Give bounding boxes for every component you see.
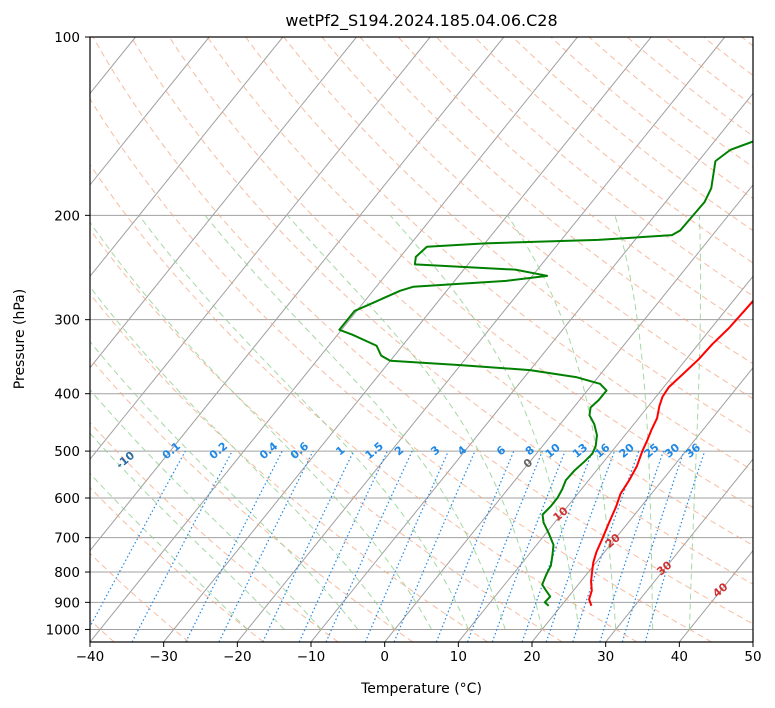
dry-adiabat-line	[90, 293, 488, 642]
mixing-ratio-line	[644, 450, 706, 642]
isotherm-line	[457, 275, 753, 642]
dry-adiabat-line	[92, 37, 753, 625]
dry-adiabat-line	[90, 421, 339, 642]
dry-adiabat-line	[90, 97, 712, 642]
moist-adiabat-line	[506, 215, 617, 630]
isotherm-line	[531, 366, 753, 642]
x-tick-label: −20	[223, 649, 252, 665]
moist-adiabat-line	[614, 215, 654, 630]
isotherm-line	[163, 37, 652, 642]
plot-frame	[89, 36, 754, 643]
mixing-ratio-line	[298, 450, 388, 642]
mixing-ratio-line	[621, 450, 685, 642]
mixing-ratio-line	[364, 450, 449, 642]
x-tick-label: −40	[76, 649, 105, 665]
isotherm-line	[752, 641, 753, 642]
isotherm-line	[90, 37, 505, 552]
y-tick-label: 900	[54, 595, 80, 611]
isotherm-line	[90, 37, 578, 642]
plot-background	[90, 37, 753, 642]
mixing-ratio-line	[325, 450, 413, 642]
x-tick-label: 10	[450, 649, 467, 665]
y-tick-label: 400	[54, 387, 80, 403]
y-tick-label: 500	[54, 444, 80, 460]
isotherm-line	[0, 37, 62, 642]
moist-adiabat-line	[204, 215, 506, 630]
moist-adiabat-line	[688, 215, 702, 630]
x-tick-label: 40	[671, 649, 688, 665]
moist-adiabat-line	[389, 215, 580, 630]
y-tick-label: 100	[54, 30, 80, 46]
mixing-ratio-line	[599, 450, 665, 642]
isotherm-line	[90, 37, 431, 460]
y-axis-label: Pressure (hPa)	[12, 289, 28, 389]
mixing-ratio-line	[262, 450, 355, 642]
isotherm-line	[90, 37, 210, 186]
x-tick-label: 50	[744, 649, 761, 665]
y-tick-label: 700	[54, 531, 80, 547]
mixing-ratio-line	[90, 450, 186, 628]
mixing-ratio-line	[521, 450, 593, 642]
moist-adiabat-line	[90, 389, 322, 630]
temperature-profile-line	[588, 299, 753, 607]
x-tick-label: −10	[297, 649, 326, 665]
moist-adiabat-line	[138, 215, 469, 630]
y-tick-label: 200	[54, 208, 80, 224]
moist-adiabat-line	[90, 221, 433, 630]
x-tick-label: 0	[380, 649, 389, 665]
y-tick-label: 800	[54, 565, 80, 581]
y-tick-label: 1000	[46, 622, 80, 638]
dry-adiabat-line	[397, 37, 753, 331]
x-tick-label: 20	[523, 649, 540, 665]
chart-title: wetPf2_S194.2024.185.04.06.C28	[285, 11, 557, 31]
isotherm-line	[90, 37, 284, 278]
mixing-ratio-line	[218, 450, 314, 642]
dewpoint-profile-line	[338, 140, 753, 607]
moist-adiabat-line	[90, 432, 285, 630]
isotherm-line	[236, 37, 726, 642]
isotherm-line	[605, 458, 753, 642]
dry-adiabat-line	[207, 37, 753, 509]
dry-adiabat-line	[168, 37, 753, 546]
dry-adiabat-line	[245, 37, 753, 472]
y-tick-label: 300	[54, 313, 80, 329]
mixing-ratio-line	[393, 450, 476, 642]
x-tick-label: −30	[149, 649, 178, 665]
x-tick-label: 30	[597, 649, 614, 665]
mixing-ratio-line	[545, 450, 616, 642]
x-axis-label: Temperature (°C)	[360, 681, 482, 697]
dry-adiabat-line	[90, 228, 563, 642]
dry-adiabat-line	[283, 37, 753, 435]
moist-adiabat-line	[90, 472, 248, 630]
isotherm-line	[384, 184, 753, 642]
y-tick-label: 600	[54, 491, 80, 507]
dry-adiabat-line	[90, 163, 638, 642]
dry-adiabat-line	[436, 37, 753, 297]
isotherm-line	[90, 37, 357, 369]
dry-adiabat-line	[588, 37, 753, 168]
moist-adiabat-line	[90, 285, 396, 630]
